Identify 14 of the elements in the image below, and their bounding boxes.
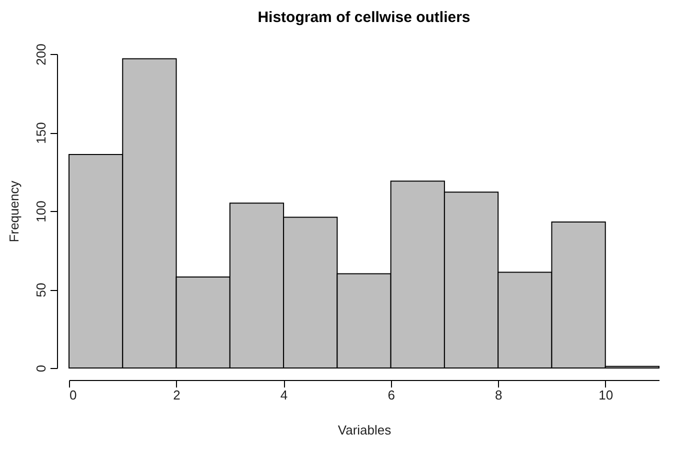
x-tick-label: 2 [173, 388, 180, 402]
x-tick-label: 6 [388, 388, 395, 402]
x-axis-title: Variables [338, 422, 392, 438]
y-tick-label: 150 [34, 122, 48, 144]
x-tick-label: 4 [280, 388, 288, 402]
y-tick-label: 100 [34, 200, 48, 222]
y-tick-label: 200 [34, 44, 48, 66]
x-tick-label: 10 [598, 388, 614, 402]
y-axis-title: Frequency [6, 180, 22, 242]
chart-title: Histogram of cellwise outliers [258, 9, 470, 26]
y-tick-label: 0 [34, 364, 48, 372]
x-tick-label: 0 [70, 388, 77, 402]
x-tick-label: 8 [494, 388, 502, 402]
y-tick-label: 50 [34, 282, 48, 298]
